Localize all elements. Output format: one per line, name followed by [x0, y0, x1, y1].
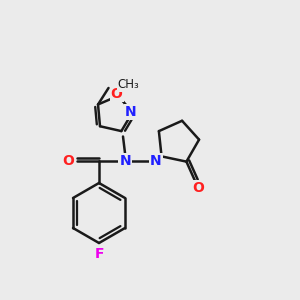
Text: F: F: [94, 248, 104, 261]
Text: O: O: [111, 87, 123, 101]
Text: N: N: [125, 105, 137, 119]
Text: N: N: [120, 154, 131, 168]
Text: CH₃: CH₃: [118, 79, 139, 92]
Text: O: O: [192, 181, 204, 195]
Text: N: N: [150, 154, 162, 168]
Text: N: N: [150, 154, 162, 168]
Text: O: O: [62, 154, 74, 168]
